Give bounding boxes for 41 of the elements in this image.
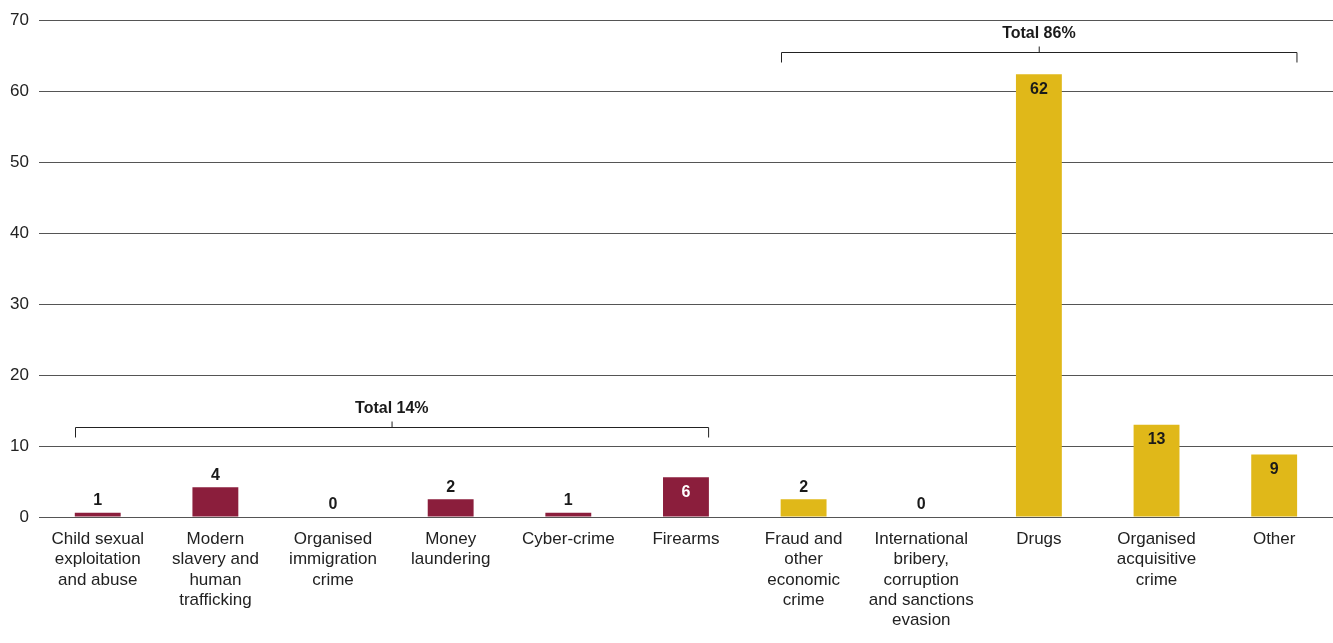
x-tick-label: Other — [1252, 528, 1296, 548]
data-label: 4 — [210, 465, 220, 483]
x-tick-label: Cyber-crime — [522, 528, 615, 548]
y-tick-label: 20 — [9, 364, 29, 384]
bar — [780, 499, 827, 517]
x-tick-label: Child sexual exploitation and abuse — [51, 528, 145, 589]
data-label: 1 — [93, 491, 103, 509]
data-label: 0 — [916, 495, 926, 513]
x-tick-label: Drugs — [1016, 528, 1062, 548]
data-label: 13 — [1147, 430, 1166, 448]
data-label: 62 — [1029, 79, 1048, 97]
bar — [1133, 424, 1180, 517]
y-tick-label: 60 — [9, 80, 29, 100]
data-label: 2 — [446, 477, 456, 495]
y-tick-label: 0 — [19, 506, 29, 526]
y-tick-label: 10 — [9, 435, 29, 455]
x-tick-label: Firearms — [652, 528, 720, 548]
bar — [427, 499, 474, 517]
x-tick-label: Modern slavery and human trafficking — [171, 528, 259, 610]
y-tick-label: 50 — [9, 151, 29, 171]
data-label: 6 — [681, 482, 691, 500]
data-label: 9 — [1269, 459, 1279, 477]
annotation: Total 86% — [1001, 24, 1077, 43]
y-tick-label: 70 — [9, 9, 29, 29]
x-tick-label: Money laundering — [410, 528, 491, 569]
bar — [1015, 74, 1062, 517]
x-tick-label: Fraud and other economic crime — [764, 528, 843, 610]
data-label: 2 — [799, 477, 809, 495]
bar — [192, 487, 239, 517]
annotation: Total 14% — [354, 399, 430, 417]
x-tick-label: Organised acquisitive crime — [1116, 528, 1197, 589]
y-tick-label: 30 — [9, 293, 29, 313]
bar — [74, 512, 121, 517]
x-tick-label: Organised immigration crime — [289, 528, 377, 589]
bar — [663, 477, 709, 517]
y-tick-label: 40 — [9, 222, 29, 242]
data-label: 1 — [563, 491, 573, 509]
data-label: 0 — [328, 495, 338, 513]
bar — [1251, 454, 1298, 517]
bar — [545, 512, 592, 517]
x-tick-label: International bribery, corruption and sanctions evasion — [868, 528, 974, 630]
